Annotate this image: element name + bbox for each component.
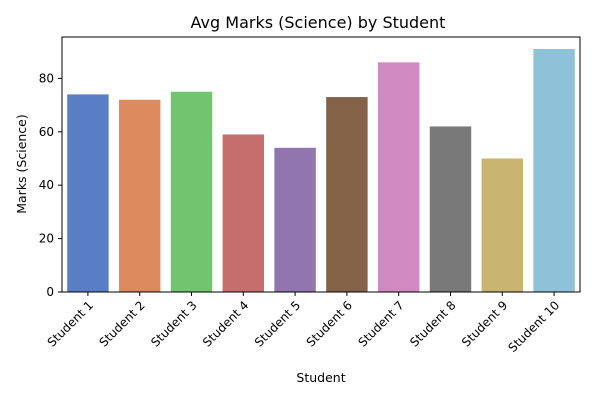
x-tick-label-4: Student 4 xyxy=(200,298,251,349)
plot-frame xyxy=(61,36,581,293)
x-tick-label-1: Student 1 xyxy=(45,298,96,349)
bar-6 xyxy=(326,97,368,292)
y-axis-label: Marks (Science) xyxy=(14,114,29,214)
bar-3 xyxy=(170,91,213,292)
x-tick-label-7: Student 7 xyxy=(355,298,406,349)
x-axis-label: Student xyxy=(296,370,345,385)
x-tick-label-9: Student 9 xyxy=(459,298,510,349)
bar-1 xyxy=(67,94,109,292)
bar-7 xyxy=(377,62,420,293)
bar-2 xyxy=(118,99,161,292)
x-tick-label-5: Student 5 xyxy=(252,298,303,349)
y-tick-label-80: 80 xyxy=(39,71,54,85)
x-tick-label-10: Student 10 xyxy=(505,298,562,355)
bar-9 xyxy=(481,158,524,292)
chart-title: Avg Marks (Science) by Student xyxy=(191,13,446,32)
bar-8 xyxy=(429,126,472,293)
bar-10 xyxy=(533,49,575,293)
y-axis-ticks: 0 20 40 60 80 xyxy=(39,71,62,299)
x-axis-ticks: Student 1 Student 2 Student 3 Student 4 Stud… xyxy=(45,292,562,355)
x-tick-label-8: Student 8 xyxy=(407,298,458,349)
x-tick-label-6: Student 6 xyxy=(304,298,355,349)
bar-5 xyxy=(274,147,316,292)
bar-4 xyxy=(222,134,265,292)
y-tick-label-0: 0 xyxy=(46,285,54,299)
y-tick-label-40: 40 xyxy=(39,178,54,192)
x-tick-label-2: Student 2 xyxy=(96,298,147,349)
bars-group xyxy=(67,49,575,293)
y-tick-label-20: 20 xyxy=(39,232,54,246)
x-tick-label-3: Student 3 xyxy=(148,298,199,349)
y-tick-label-60: 60 xyxy=(39,125,54,139)
